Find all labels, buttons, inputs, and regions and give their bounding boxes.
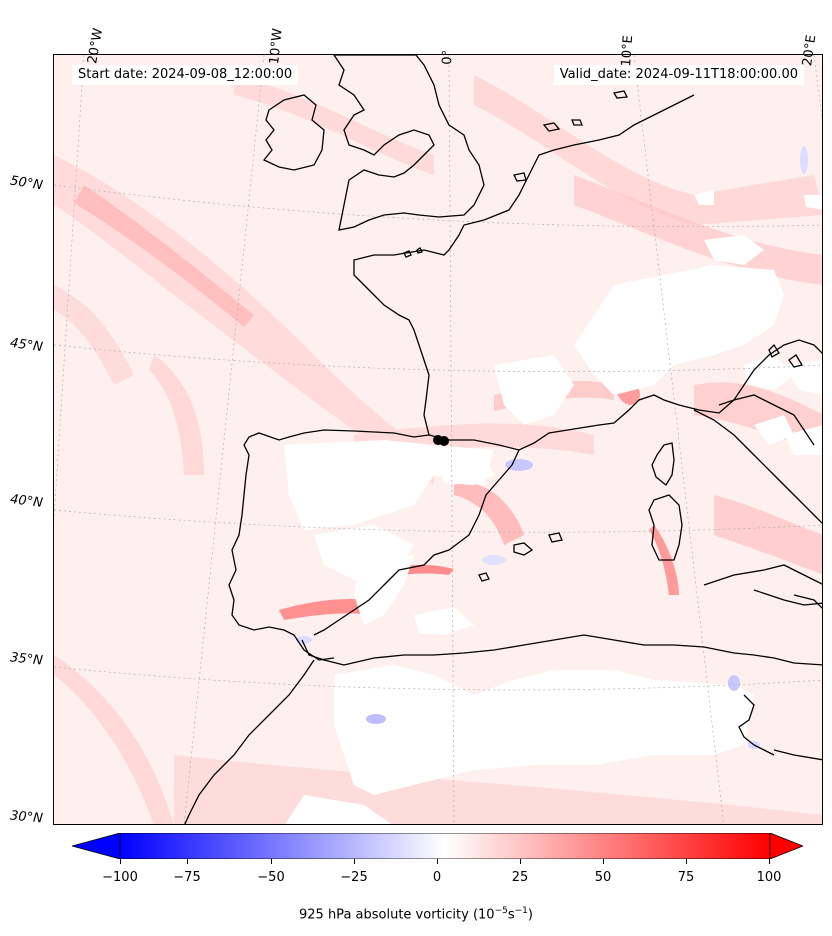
colorbar-tickmark xyxy=(769,859,770,864)
colorbar-tickmark xyxy=(520,859,521,864)
colorbar xyxy=(72,833,803,859)
valid-date-label: Valid_date: 2024-09-11T18:00:00.00 xyxy=(553,65,804,85)
lat-label-35n: 35°N xyxy=(9,650,44,669)
colorbar-extend-low xyxy=(72,833,121,859)
colorbar-tick-label: 100 xyxy=(756,870,782,885)
colorbar-extend-high xyxy=(769,833,803,859)
colorbar-title: 925 hPa absolute vorticity (10−5s−1) xyxy=(0,906,832,922)
colorbar-tickmark xyxy=(437,859,438,864)
colorbar-tickmark xyxy=(120,859,121,864)
colorbar-title-exp1: −5 xyxy=(494,906,508,916)
lon-label-0: 0° xyxy=(440,49,456,65)
colorbar-title-end: ) xyxy=(527,907,533,923)
colorbar-tick-label: −75 xyxy=(173,870,201,885)
colorbar-title-exp2: −1 xyxy=(514,906,528,916)
colorbar-gradient xyxy=(119,833,771,859)
colorbar-tick-label: −50 xyxy=(257,870,285,885)
colorbar-title-mid: s xyxy=(507,907,515,923)
lat-label-30n: 30°N xyxy=(9,808,44,827)
lat-label-50n: 50°N xyxy=(9,173,44,194)
colorbar-tick-label: 50 xyxy=(594,870,612,885)
colorbar-title-text: 925 hPa absolute vorticity (10 xyxy=(299,907,495,923)
colorbar-tick-label: 25 xyxy=(511,870,529,885)
lat-label-40n: 40°N xyxy=(9,492,44,511)
vorticity-field xyxy=(54,55,822,824)
start-date-label: Start date: 2024-09-08_12:00:00 xyxy=(72,65,299,85)
colorbar-tick-label: −25 xyxy=(340,870,368,885)
colorbar-tick-label: 0 xyxy=(432,870,442,885)
colorbar-tick-label: 75 xyxy=(677,870,695,885)
coastlines xyxy=(184,55,822,824)
colorbar-tickmark xyxy=(686,859,687,864)
storm-center-marker xyxy=(433,435,449,446)
colorbar-tickmark xyxy=(603,859,604,864)
colorbar-tickmark xyxy=(271,859,272,864)
colorbar-tick-label: −100 xyxy=(102,870,138,885)
colorbar-tickmark xyxy=(187,859,188,864)
map-panel: Start date: 2024-09-08_12:00:00 Valid_da… xyxy=(53,54,823,825)
colorbar-tickmark xyxy=(354,859,355,864)
lon-label-10e: 10°E xyxy=(619,34,637,67)
lat-label-45n: 45°N xyxy=(9,335,44,356)
